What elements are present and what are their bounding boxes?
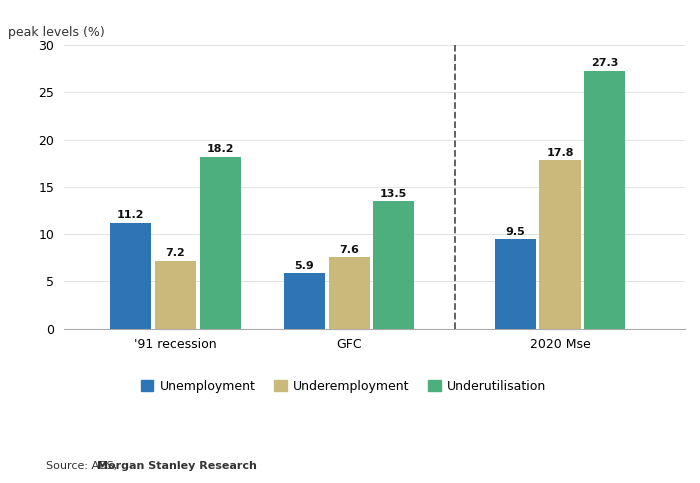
Bar bbox=[495, 239, 536, 329]
Text: 7.6: 7.6 bbox=[340, 244, 359, 255]
Text: 11.2: 11.2 bbox=[117, 211, 145, 220]
Bar bbox=[584, 71, 625, 329]
Bar bbox=[284, 273, 325, 329]
Bar bbox=[373, 201, 414, 329]
Bar bbox=[199, 156, 241, 329]
Bar bbox=[540, 160, 580, 329]
Bar bbox=[111, 223, 151, 329]
Text: peak levels (%): peak levels (%) bbox=[8, 27, 105, 40]
Text: 5.9: 5.9 bbox=[295, 261, 314, 270]
Text: Morgan Stanley Research: Morgan Stanley Research bbox=[97, 461, 256, 471]
Text: 18.2: 18.2 bbox=[206, 144, 234, 154]
Text: Source: ABS,: Source: ABS, bbox=[46, 461, 120, 471]
Text: 17.8: 17.8 bbox=[546, 148, 574, 158]
Text: 13.5: 13.5 bbox=[380, 189, 407, 199]
Bar bbox=[328, 257, 370, 329]
Text: 27.3: 27.3 bbox=[591, 58, 618, 68]
Text: 9.5: 9.5 bbox=[505, 227, 525, 237]
Legend: Unemployment, Underemployment, Underutilisation: Unemployment, Underemployment, Underutil… bbox=[136, 375, 551, 398]
Bar bbox=[155, 261, 196, 329]
Text: 7.2: 7.2 bbox=[166, 248, 186, 258]
